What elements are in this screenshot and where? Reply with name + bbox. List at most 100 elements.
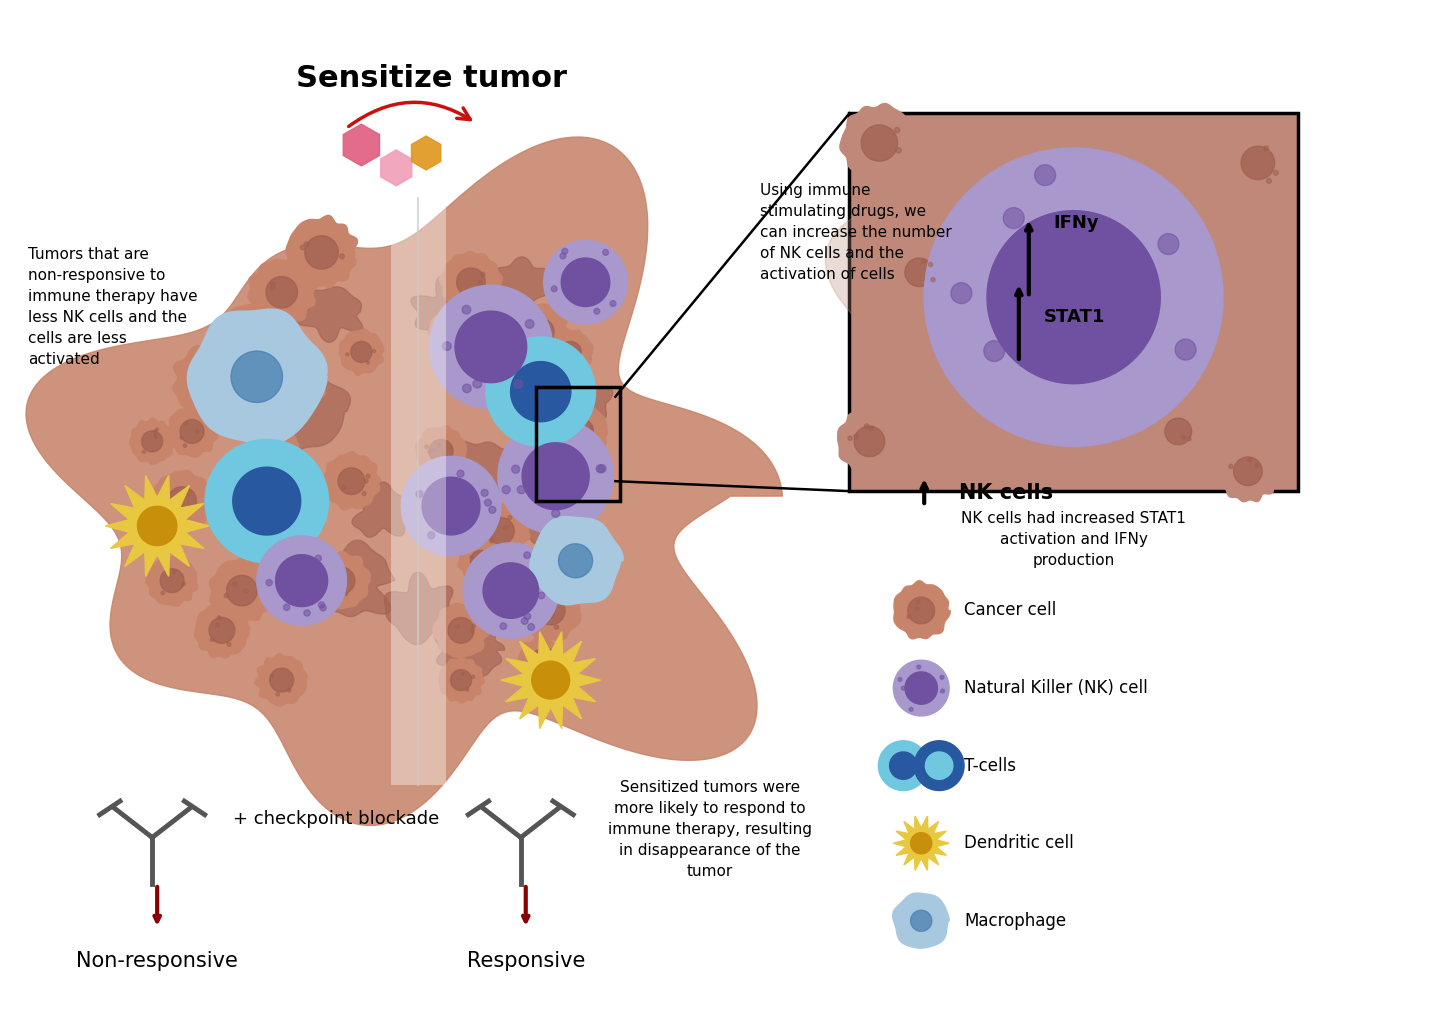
Polygon shape (549, 369, 612, 427)
Polygon shape (904, 258, 933, 287)
Circle shape (217, 616, 222, 620)
Circle shape (573, 353, 577, 356)
Text: Responsive: Responsive (467, 951, 585, 970)
Polygon shape (838, 409, 901, 474)
Polygon shape (239, 319, 265, 345)
Circle shape (511, 465, 520, 473)
Polygon shape (914, 741, 963, 791)
Circle shape (456, 470, 464, 477)
Circle shape (854, 434, 858, 438)
Polygon shape (498, 419, 613, 534)
Circle shape (284, 604, 289, 610)
Polygon shape (350, 483, 415, 537)
Circle shape (154, 435, 157, 438)
Polygon shape (544, 240, 628, 324)
Polygon shape (410, 276, 492, 345)
Circle shape (425, 444, 428, 448)
Circle shape (524, 552, 530, 559)
Circle shape (442, 342, 451, 351)
Polygon shape (471, 551, 491, 571)
Circle shape (259, 342, 262, 346)
Polygon shape (145, 556, 199, 606)
Circle shape (490, 568, 492, 571)
Circle shape (180, 436, 183, 439)
Polygon shape (438, 440, 521, 507)
Text: Macrophage: Macrophage (963, 911, 1066, 930)
Circle shape (428, 532, 435, 538)
Circle shape (864, 424, 868, 428)
Text: IFNy: IFNy (1054, 213, 1099, 232)
Circle shape (543, 592, 547, 596)
Polygon shape (530, 517, 624, 605)
Polygon shape (255, 654, 307, 706)
Circle shape (474, 562, 477, 565)
Polygon shape (209, 558, 275, 624)
Bar (392, 198, 446, 785)
Circle shape (276, 693, 279, 696)
Bar (536, 387, 621, 501)
Circle shape (894, 128, 900, 133)
Polygon shape (259, 438, 285, 464)
Polygon shape (910, 910, 932, 931)
Polygon shape (456, 268, 485, 297)
Polygon shape (1165, 419, 1192, 444)
Polygon shape (1234, 457, 1263, 486)
Polygon shape (458, 538, 504, 583)
Circle shape (552, 509, 560, 518)
Circle shape (302, 511, 305, 514)
Circle shape (469, 556, 472, 559)
Circle shape (488, 506, 495, 513)
Polygon shape (554, 405, 608, 459)
Polygon shape (429, 286, 553, 408)
Circle shape (308, 529, 311, 532)
Text: Natural Killer (NK) cell: Natural Killer (NK) cell (963, 679, 1148, 697)
Circle shape (481, 272, 485, 276)
Polygon shape (295, 287, 363, 342)
Text: Non-responsive: Non-responsive (76, 951, 238, 970)
Polygon shape (289, 370, 314, 394)
Polygon shape (328, 567, 354, 594)
Circle shape (603, 250, 609, 256)
Circle shape (593, 308, 600, 314)
Polygon shape (448, 618, 474, 643)
Circle shape (282, 461, 287, 465)
Circle shape (330, 585, 333, 589)
Text: Tumors that are
non-responsive to
immune therapy have
less NK cells and the
cell: Tumors that are non-responsive to immune… (27, 247, 197, 367)
Polygon shape (435, 622, 504, 680)
Polygon shape (351, 341, 372, 362)
Circle shape (577, 355, 580, 358)
Polygon shape (248, 375, 350, 455)
Polygon shape (451, 669, 471, 691)
Circle shape (503, 486, 510, 494)
Circle shape (478, 280, 482, 285)
Polygon shape (518, 496, 582, 546)
Circle shape (295, 386, 298, 389)
Polygon shape (429, 439, 454, 463)
Polygon shape (340, 329, 383, 375)
Circle shape (304, 242, 310, 246)
Text: Using immune
stimulating drugs, we
can increase the number
of NK cells and the
a: Using immune stimulating drugs, we can i… (760, 182, 952, 281)
Circle shape (917, 665, 920, 669)
Polygon shape (1223, 127, 1295, 198)
Circle shape (228, 642, 230, 646)
Text: STAT1: STAT1 (1044, 308, 1104, 326)
Circle shape (487, 560, 490, 563)
Circle shape (181, 583, 186, 586)
Circle shape (916, 607, 919, 611)
Polygon shape (511, 362, 570, 422)
Circle shape (204, 379, 210, 386)
Polygon shape (439, 658, 484, 703)
Circle shape (455, 625, 459, 628)
Circle shape (331, 593, 336, 596)
Polygon shape (1149, 403, 1207, 460)
Polygon shape (562, 258, 609, 306)
Circle shape (549, 650, 552, 653)
Polygon shape (194, 602, 249, 658)
Circle shape (366, 361, 370, 364)
Circle shape (901, 687, 906, 690)
Circle shape (340, 254, 344, 259)
Polygon shape (422, 477, 480, 535)
Circle shape (471, 629, 474, 633)
Polygon shape (464, 543, 559, 638)
Polygon shape (861, 125, 897, 161)
